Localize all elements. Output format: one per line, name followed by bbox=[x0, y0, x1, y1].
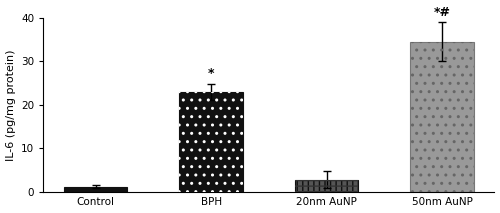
Bar bbox=[295, 180, 358, 192]
Y-axis label: IL-6 (pg/mg protein): IL-6 (pg/mg protein) bbox=[6, 49, 16, 161]
Bar bbox=[180, 92, 243, 192]
Bar bbox=[295, 180, 358, 192]
Text: *#: *# bbox=[434, 6, 450, 19]
Bar bbox=[410, 42, 474, 192]
Bar bbox=[180, 92, 243, 192]
Bar bbox=[64, 187, 128, 192]
Bar bbox=[410, 42, 474, 192]
Text: *: * bbox=[208, 68, 214, 81]
